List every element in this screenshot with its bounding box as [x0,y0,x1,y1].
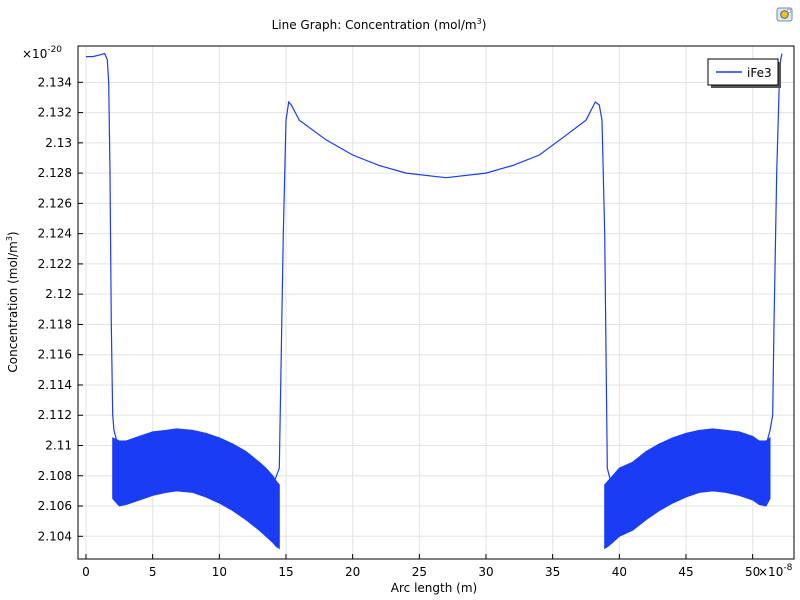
image-export-icon[interactable] [776,7,793,22]
x-tick-label: 25 [412,565,427,579]
y-tick-label: 2.13 [45,136,72,150]
series-line-ife3 [86,52,783,480]
plot-frame [77,45,795,560]
x-tick-label: 30 [478,565,493,579]
x-tick-label: 10 [212,565,227,579]
x-axis-multiplier: ×10-8 [758,563,793,579]
y-tick-label: 2.104 [38,529,72,543]
y-tick-label: 2.114 [38,378,72,392]
oscillation-band [112,428,280,550]
y-tick-label: 2.12 [45,287,72,301]
x-tick-label: 35 [545,565,560,579]
y-tick-label: 2.122 [38,257,72,271]
y-tick-label: 2.128 [38,166,72,180]
y-tick-label: 2.116 [38,348,72,362]
y-tick-label: 2.112 [38,408,72,422]
x-tick-label: 0 [82,565,90,579]
x-tick-label: 5 [149,565,157,579]
y-axis-title: Concentration (mol/m3) [5,231,20,372]
legend: iFe3 [707,58,781,88]
x-tick-label: 40 [612,565,627,579]
oscillation-bands [112,428,771,550]
x-tick-label: 45 [678,565,693,579]
y-tick-label: 2.124 [38,227,72,241]
y-tick-label: 2.108 [38,469,72,483]
oscillation-band [604,428,771,550]
x-tick-label: 15 [278,565,293,579]
x-tick-label: 50 [745,565,760,579]
legend-label-ife3: iFe3 [747,66,772,80]
y-tick-label: 2.118 [38,317,72,331]
x-axis-title: Arc length (m) [391,581,477,595]
y-tick-label: 2.126 [38,196,72,210]
y-tick-label: 2.132 [38,106,72,120]
chart-title: Line Graph: Concentration (mol/m3) [272,17,487,32]
series-lines [86,52,783,480]
y-tick-label: 2.11 [45,439,72,453]
x-tick-label: 20 [345,565,360,579]
x-axis-ticks: 0 5 10 15 20 25 30 35 40 45 50 [82,554,760,579]
y-tick-label: 2.134 [38,75,72,89]
y-tick-label: 2.106 [38,499,72,513]
y-axis-ticks: 2.104 2.106 2.108 2.11 2.112 2.114 2.116 2.118 2… [38,75,83,543]
y-axis-multiplier: ×10-20 [22,45,62,61]
